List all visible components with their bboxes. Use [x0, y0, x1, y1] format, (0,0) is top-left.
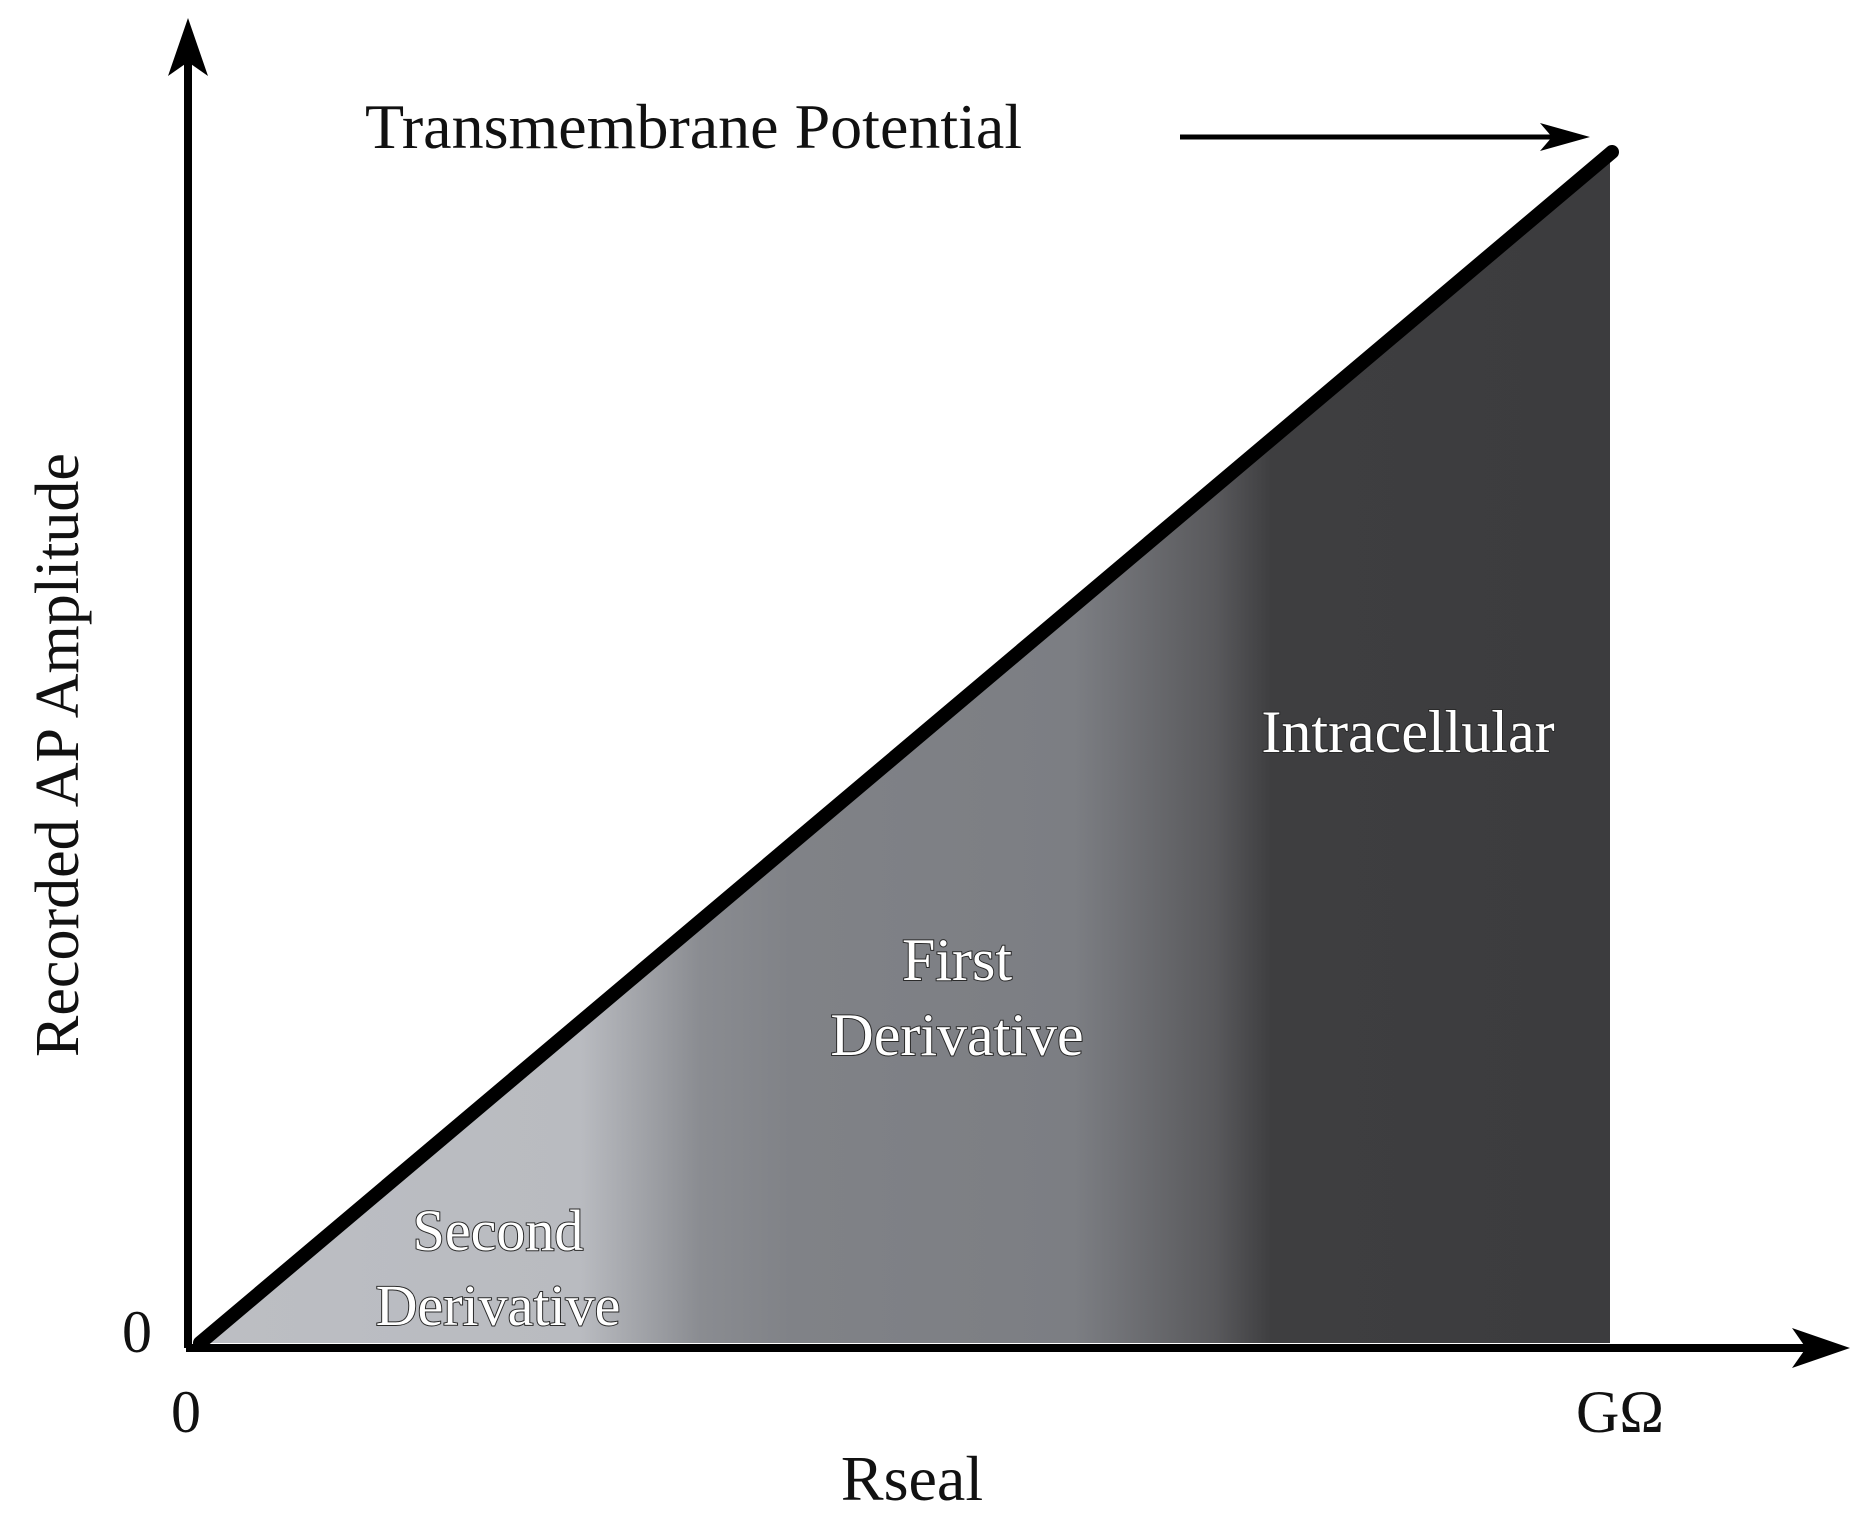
x-origin-tick: 0 [171, 1379, 201, 1445]
y-axis-label: Recorded AP Amplitude [24, 453, 92, 1057]
intracellular-label: Intracellular [1261, 699, 1554, 765]
transmembrane-potential-label: Transmembrane Potential [365, 91, 1022, 162]
y-axis-arrowhead [168, 18, 208, 76]
y-origin-tick: 0 [122, 1299, 152, 1365]
second-derivative-label-line2: Derivative [376, 1273, 621, 1338]
first-derivative-label-line2: Derivative [830, 1002, 1083, 1068]
second-derivative-label-line1: Second [413, 1198, 584, 1263]
x-end-tick: GΩ [1576, 1379, 1664, 1445]
transmembrane-arrowhead [1540, 123, 1590, 151]
x-axis-label: Rseal [841, 1443, 983, 1514]
first-derivative-label-line1: First [902, 927, 1012, 993]
amplitude-line [193, 145, 1619, 1350]
x-axis-arrowhead [1792, 1328, 1850, 1368]
